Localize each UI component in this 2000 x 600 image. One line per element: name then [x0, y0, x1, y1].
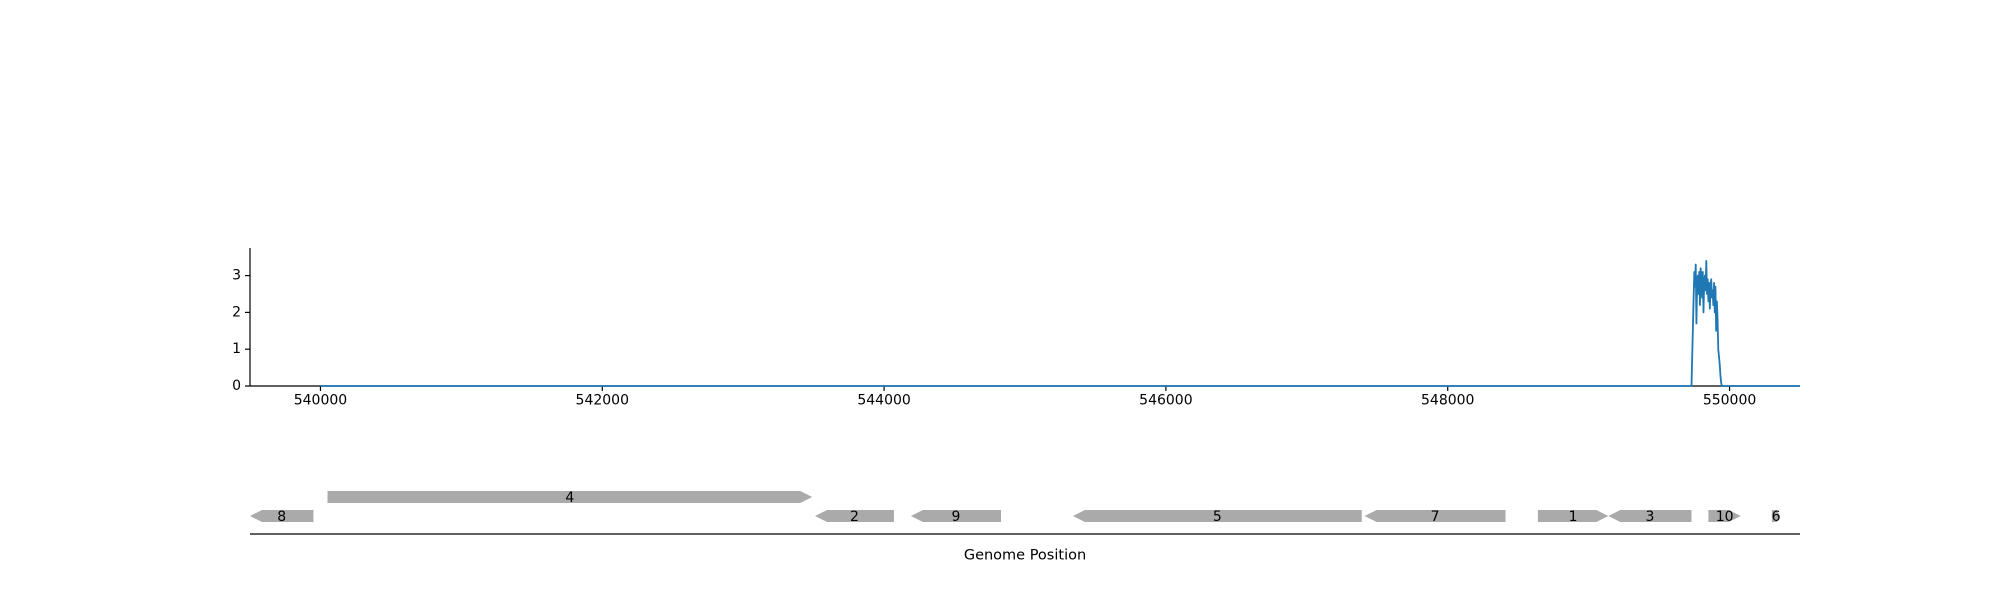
gene-label-4: 4 — [565, 490, 574, 506]
gene-track-x-axis-label: Genome Position — [964, 548, 1086, 564]
gene-panel: 8 4 2 9 5 7 1 3 10 6 Genome Position — [250, 490, 1800, 564]
gene-label-6: 6 — [1772, 509, 1781, 525]
gene-arrow-8 — [250, 510, 314, 522]
x-tick-label: 544000 — [857, 393, 910, 409]
gene-arrow-6 — [1771, 510, 1781, 522]
gene-label-3: 3 — [1645, 509, 1654, 525]
gene-label-2: 2 — [850, 509, 859, 525]
gene-arrow-10 — [1708, 510, 1741, 522]
gene-arrows: 8 4 2 9 5 7 1 3 10 6 — [250, 490, 1781, 525]
coverage-line — [320, 259, 1800, 387]
y-tick-label: 3 — [232, 268, 241, 284]
y-tick-label: 1 — [232, 341, 241, 357]
gene-arrow-4 — [327, 491, 813, 503]
coverage-y-ticks: 0 1 2 3 — [232, 268, 250, 394]
x-tick-label: 542000 — [576, 393, 629, 409]
gene-arrow-3 — [1608, 510, 1692, 522]
gene-label-7: 7 — [1431, 509, 1440, 525]
gene-arrow-2 — [815, 510, 894, 522]
gene-label-9: 9 — [951, 509, 960, 525]
coverage-x-ticks: 540000 542000 544000 546000 548000 550000 — [294, 386, 1756, 409]
y-tick-label: 0 — [232, 378, 241, 394]
gene-arrow-9 — [910, 510, 1002, 522]
gene-label-10: 10 — [1716, 509, 1734, 525]
x-tick-label: 550000 — [1703, 393, 1756, 409]
y-tick-label: 2 — [232, 304, 241, 320]
gene-label-8: 8 — [277, 509, 286, 525]
gene-label-1: 1 — [1569, 509, 1578, 525]
x-tick-label: 548000 — [1421, 393, 1474, 409]
gene-arrow-7 — [1364, 510, 1506, 522]
coverage-panel: 0 1 2 3 540000 542000 544000 546000 548000 55000… — [232, 248, 1800, 409]
gene-arrow-5 — [1072, 510, 1362, 522]
x-tick-label: 546000 — [1139, 393, 1192, 409]
gene-label-5: 5 — [1213, 509, 1222, 525]
x-tick-label: 540000 — [294, 393, 347, 409]
gene-arrow-1 — [1537, 510, 1609, 522]
